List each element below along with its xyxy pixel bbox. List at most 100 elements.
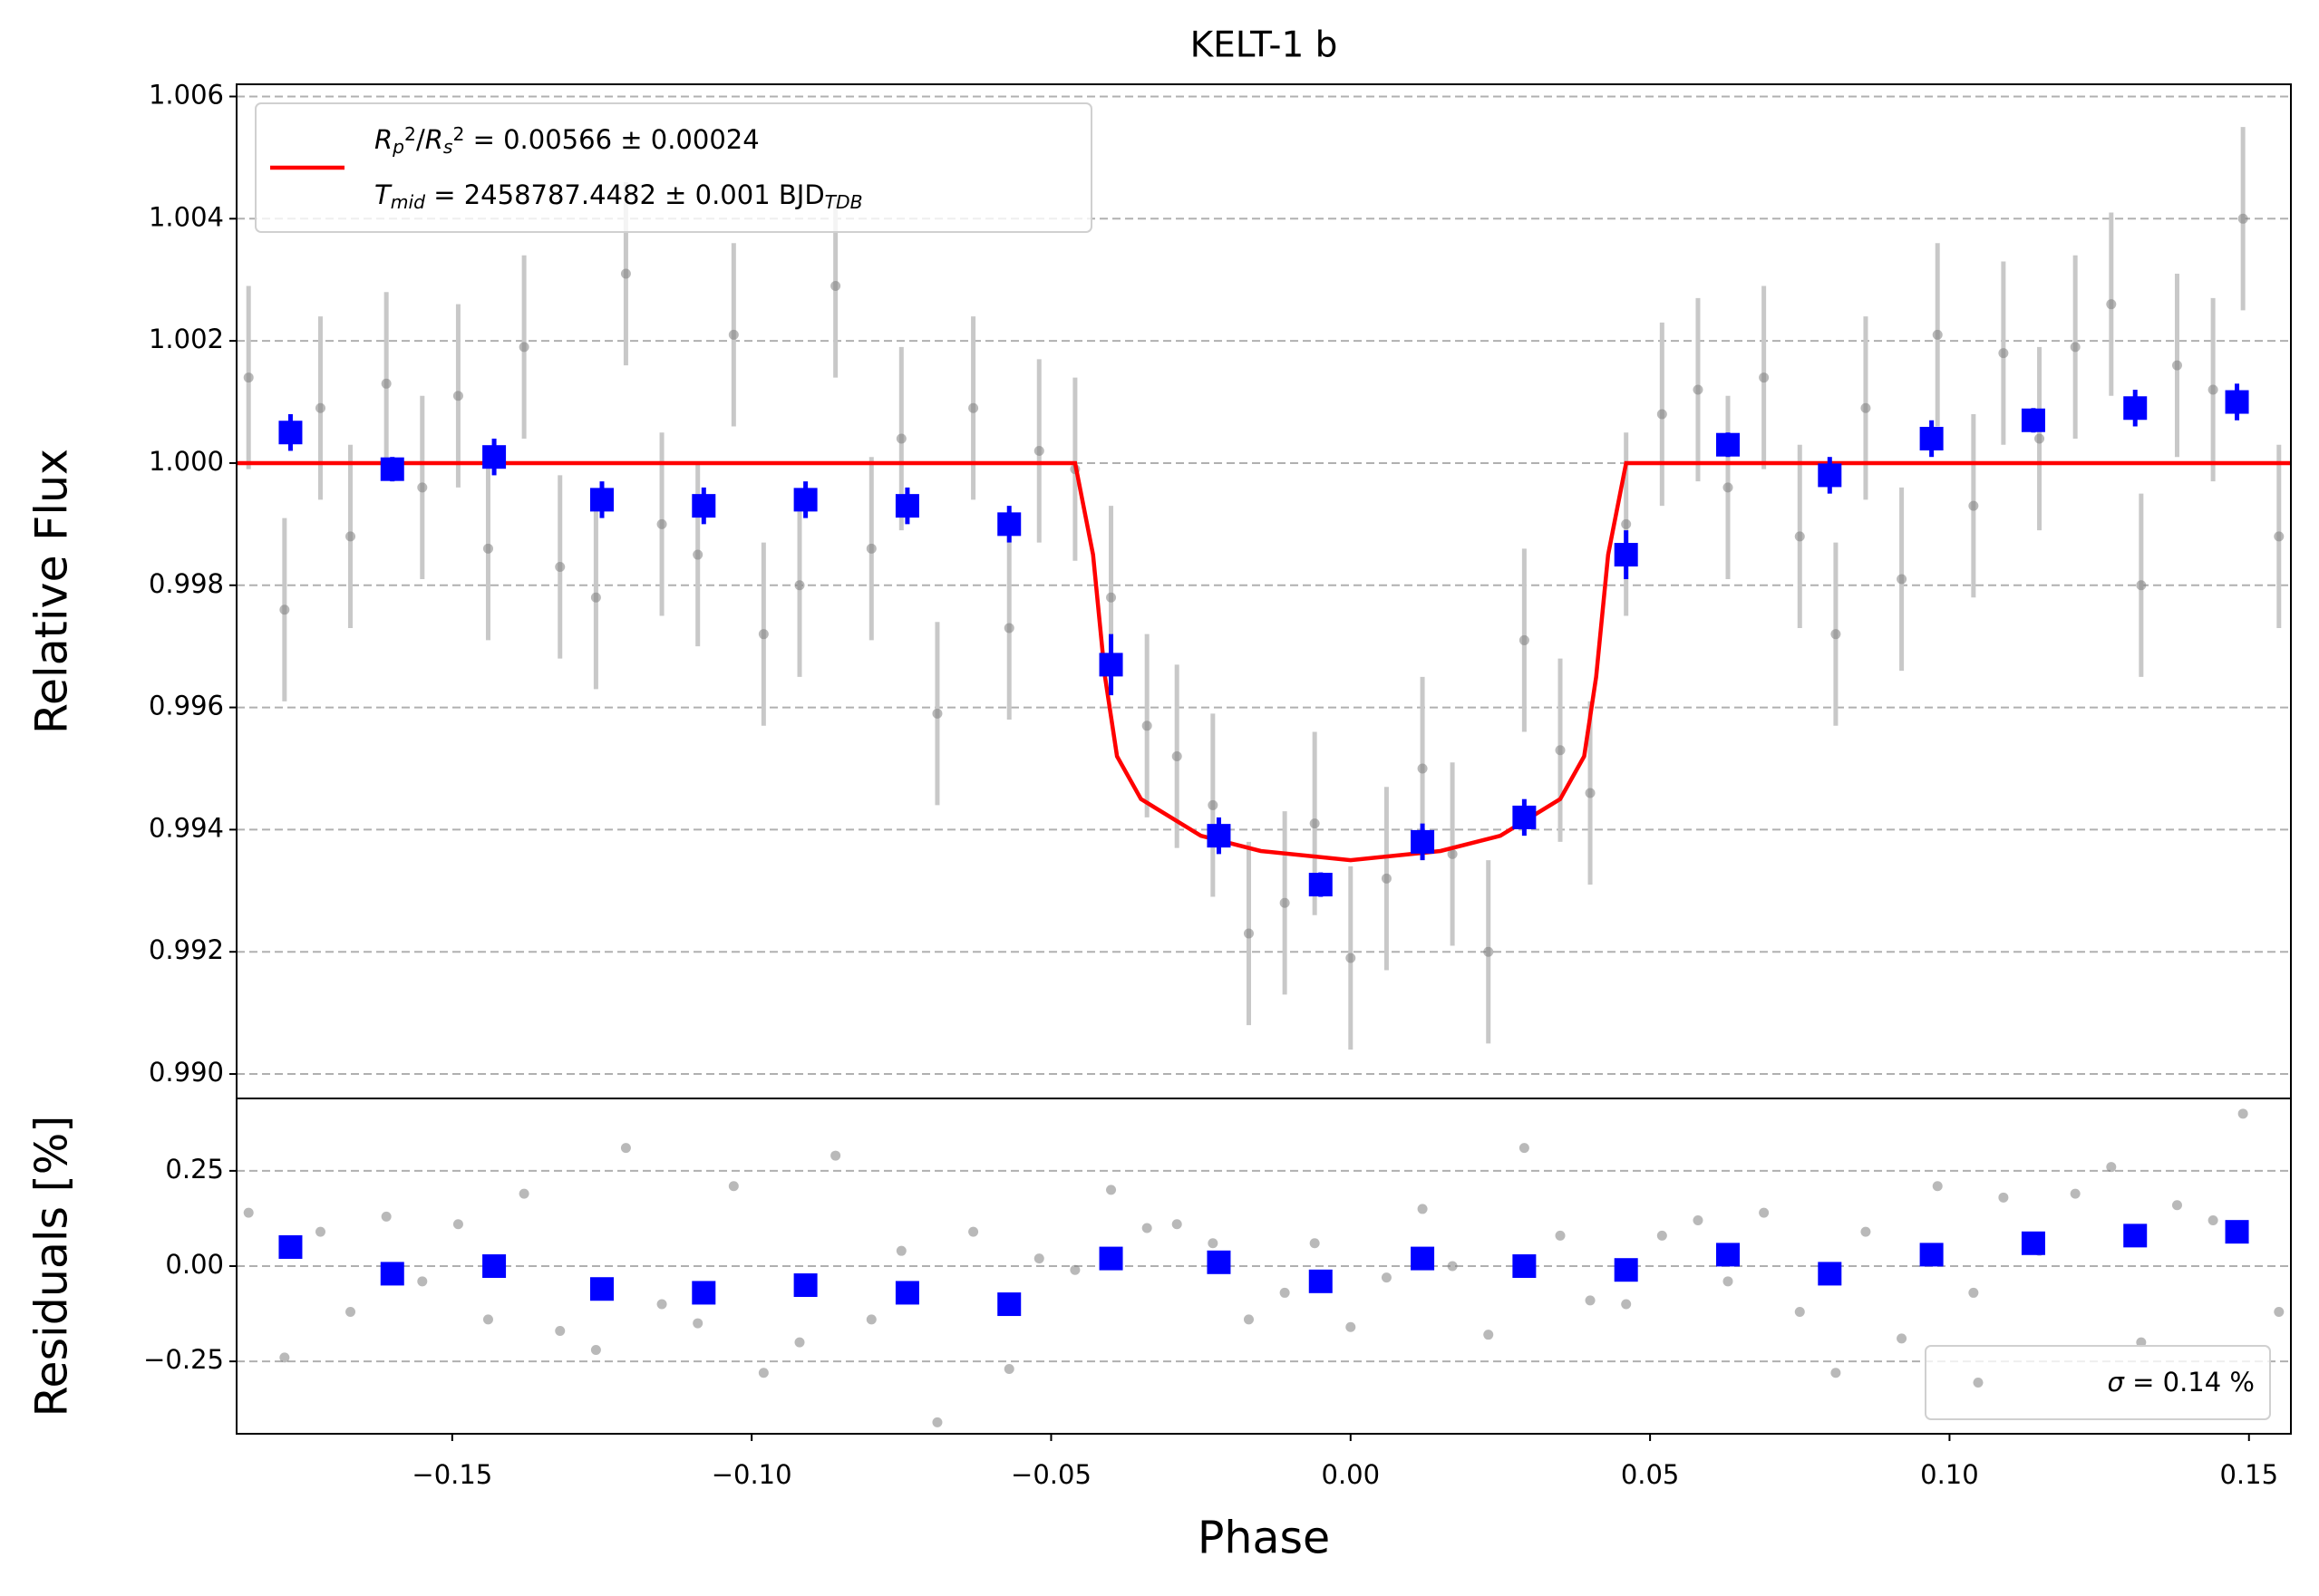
binned-point <box>2021 1231 2045 1255</box>
data-point <box>2136 1337 2147 1348</box>
data-point <box>1932 329 1943 340</box>
legend-label-part: R <box>425 124 443 155</box>
binned-point <box>1207 824 1231 848</box>
binned-point <box>895 494 919 518</box>
legend-label-part: / <box>416 124 425 155</box>
data-point <box>794 1337 805 1348</box>
model-line <box>237 460 2291 863</box>
data-point <box>482 1314 493 1325</box>
x-axis-label: Phase <box>1198 1513 1330 1564</box>
data-point <box>1004 623 1014 634</box>
data-point <box>2237 213 2248 224</box>
data-point <box>590 592 601 603</box>
data-point <box>243 1207 254 1218</box>
data-point <box>555 1325 566 1336</box>
data-point <box>2070 342 2081 353</box>
legend: σ = 0.14 % <box>1925 1345 2271 1420</box>
data-point <box>794 580 805 591</box>
legend-label: Tmid = 2458787.4482 ± 0.001 BJDTDB <box>374 179 863 213</box>
y-tick-label: 0.994 <box>149 812 224 843</box>
data-point <box>656 518 667 529</box>
data-point <box>1208 799 1218 810</box>
data-point <box>1171 751 1182 762</box>
data-point <box>620 268 631 279</box>
data-point <box>345 531 356 542</box>
data-point <box>1345 1321 1356 1332</box>
data-point <box>279 605 290 615</box>
legend-label: Rp2/Rs2 = 0.00566 ± 0.00024 <box>374 123 760 158</box>
data-point <box>1555 745 1566 756</box>
data-point <box>1693 384 1703 395</box>
data-point <box>1070 1264 1081 1275</box>
binned-point <box>380 1262 404 1286</box>
data-point <box>555 562 566 573</box>
data-point <box>2034 433 2045 444</box>
data-point <box>1968 1287 1979 1298</box>
binned-point <box>793 488 818 512</box>
axes-frame <box>236 83 2292 1099</box>
data-point <box>482 543 493 554</box>
binned-point <box>692 494 716 518</box>
data-point <box>1345 953 1356 963</box>
binned-point <box>482 445 507 469</box>
legend-label-part: p <box>392 136 404 158</box>
y-tick-label: 1.004 <box>149 201 224 232</box>
binned-point <box>1411 829 1435 854</box>
legend-label-part: T <box>374 179 393 210</box>
data-point <box>315 402 325 413</box>
data-point <box>590 1345 601 1355</box>
legend-label-part: mid <box>391 191 425 213</box>
data-point <box>896 433 907 444</box>
data-point <box>243 372 254 383</box>
data-point <box>381 1211 392 1222</box>
data-point <box>830 1150 841 1161</box>
data-point <box>519 1188 529 1199</box>
legend-label-part: TDB <box>825 191 863 213</box>
data-point <box>1447 848 1458 859</box>
legend-label-part: s <box>443 136 453 158</box>
data-point <box>728 329 739 340</box>
data-point <box>2171 1200 2182 1211</box>
binned-point <box>1919 1243 1944 1267</box>
y-tick-label: −0.25 <box>143 1344 224 1375</box>
y-tick-label: 0.990 <box>149 1057 224 1088</box>
data-point <box>968 402 979 413</box>
data-point <box>2171 360 2182 371</box>
y-tick-label: 0.998 <box>149 568 224 599</box>
binned-point <box>589 1277 614 1301</box>
data-point <box>1759 1207 1770 1218</box>
data-point <box>1897 574 1907 585</box>
x-tick-label: −0.15 <box>412 1459 492 1490</box>
data-point <box>1794 531 1805 542</box>
legend-box <box>1925 1345 2271 1420</box>
y-tick-label: 0.00 <box>165 1249 224 1280</box>
data-point <box>932 1417 943 1427</box>
x-tick-label: 0.10 <box>1920 1459 1979 1490</box>
binned-point <box>278 421 303 445</box>
y-tick-label: 1.002 <box>149 324 224 354</box>
legend-swatch <box>1973 1378 1984 1388</box>
binned-point <box>380 457 404 481</box>
data-point <box>1621 518 1632 529</box>
legend-label-part: R <box>374 124 393 155</box>
data-point <box>1656 409 1667 420</box>
data-point <box>1722 1276 1733 1287</box>
data-point <box>2237 1108 2248 1119</box>
binned-point <box>2021 408 2045 432</box>
data-point <box>1621 1299 1632 1310</box>
data-point <box>2106 299 2117 310</box>
y-tick-label: 0.992 <box>149 934 224 965</box>
legend-label-part: = 2458787.4482 ± 0.001 BJD <box>425 179 825 210</box>
binned-point <box>589 488 614 512</box>
data-point <box>1519 1143 1529 1154</box>
binned-point <box>2225 390 2249 414</box>
data-point <box>866 543 877 554</box>
data-point <box>968 1226 979 1237</box>
y-tick-label: 1.000 <box>149 446 224 477</box>
data-point <box>417 1276 428 1287</box>
binned-point <box>1614 1258 1638 1282</box>
legend-label-part: 2 <box>452 123 464 145</box>
data-point <box>1004 1364 1014 1375</box>
